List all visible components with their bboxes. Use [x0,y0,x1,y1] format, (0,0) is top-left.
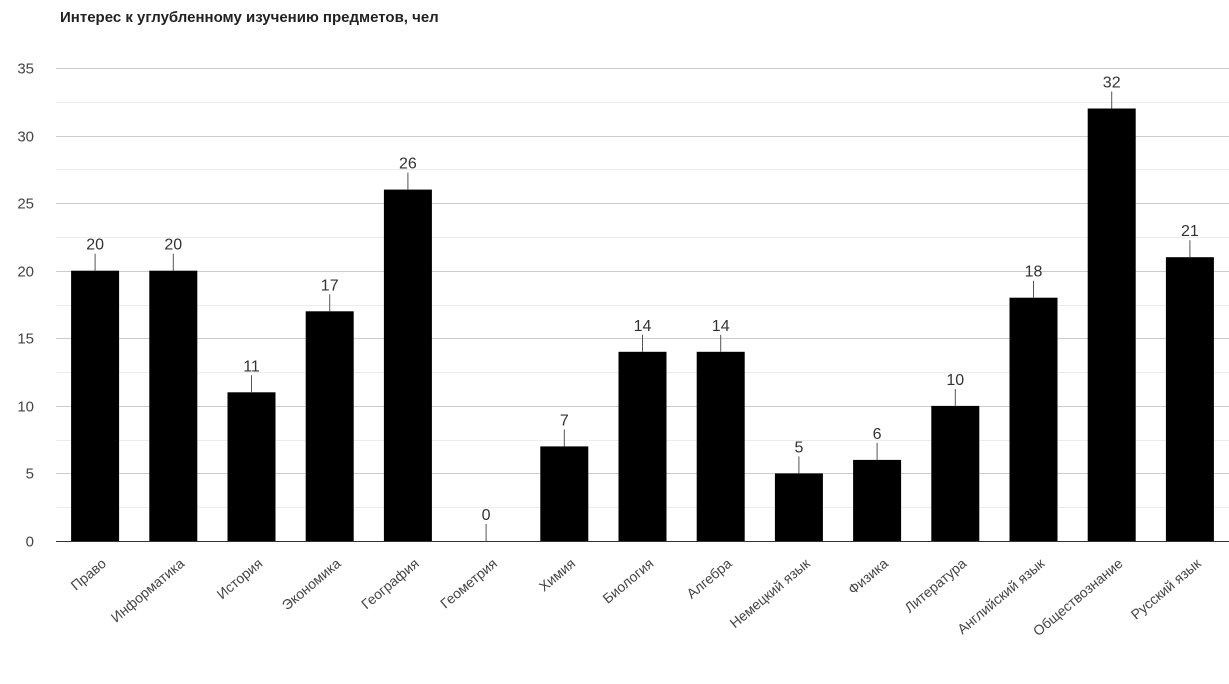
y-tick-label: 0 [26,534,34,551]
bar [774,473,823,541]
y-tick-label: 15 [17,331,34,348]
data-label: 20 [86,237,104,254]
data-label: 10 [946,372,964,389]
x-tick-label: Русский язык [1128,554,1205,622]
y-tick-label: 10 [17,399,34,416]
data-label: 26 [399,156,417,173]
x-tick-label: Физика [845,555,891,598]
bar [227,392,276,541]
data-label: 6 [873,426,882,443]
data-label: 7 [560,412,569,429]
data-label: 11 [243,358,260,375]
data-label: 14 [634,318,652,335]
y-tick-label: 25 [17,196,34,213]
bar [696,351,745,541]
data-label: 14 [712,318,730,335]
bar [853,459,902,541]
bar [71,270,120,541]
bar [383,189,432,541]
x-tick-label: Геометрия [437,555,500,611]
bar [618,351,667,541]
y-tick-label: 20 [17,264,34,281]
y-tick-label: 30 [17,129,34,146]
bar [931,405,980,541]
bar [305,311,354,541]
x-tick-label: Биология [599,555,656,607]
bar [1165,257,1214,541]
data-label: 32 [1103,75,1121,92]
data-label: 5 [794,439,803,456]
x-tick-label: Алгебра [683,555,734,602]
x-tick-label: Информатика [108,555,188,626]
bar [1009,297,1058,541]
x-tick-label: Экономика [279,555,344,613]
x-tick-label: История [214,555,266,602]
x-tick-label: Литература [901,555,969,616]
bar [149,270,198,541]
data-label: 20 [164,237,182,254]
bar [540,446,589,541]
data-label: 21 [1181,223,1199,240]
x-tick-label: География [358,555,422,612]
data-label: 18 [1025,264,1043,281]
x-tick-label: Немецкий язык [727,554,814,631]
x-tick-label: Право [68,555,110,594]
data-label: 0 [482,507,491,524]
chart-title: Интерес к углубленному изучению предмето… [60,9,439,26]
y-tick-label: 5 [26,466,34,483]
x-tick-label: Химия [536,555,579,594]
bar [1087,108,1136,541]
data-label: 17 [321,277,339,294]
y-tick-label: 35 [17,61,34,78]
